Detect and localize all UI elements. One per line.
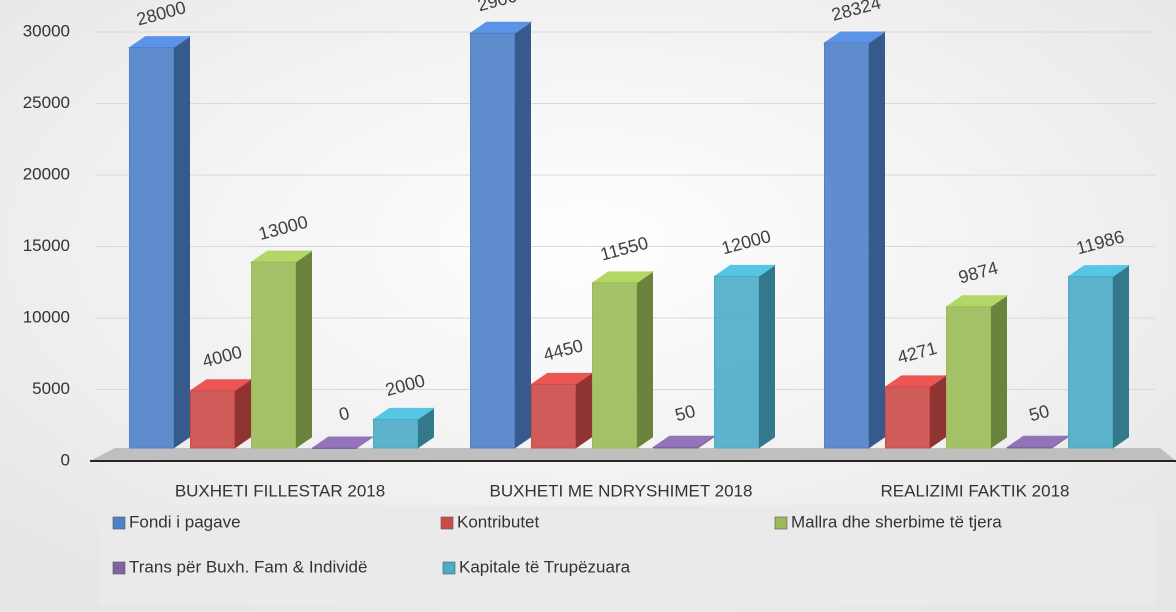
bar-side — [868, 31, 885, 449]
bar-side — [990, 294, 1007, 449]
bar — [373, 418, 418, 449]
bar-group — [249, 250, 314, 449]
bar — [129, 47, 174, 449]
legend-box — [100, 505, 1155, 605]
bar-group — [712, 264, 777, 449]
value-label: 50 — [1027, 401, 1052, 426]
bar-side — [1112, 264, 1129, 449]
bar-group — [1005, 435, 1070, 449]
bar-group — [1066, 264, 1131, 449]
bar-side — [758, 264, 775, 449]
bar-side — [929, 374, 946, 449]
x-tick-label: BUXHETI ME NDRYSHIMET 2018 — [490, 481, 753, 500]
legend-label: Kapitale të Trupëzuara — [459, 557, 631, 576]
floor — [90, 448, 1176, 461]
bar-side — [575, 372, 592, 449]
bar-group — [310, 436, 375, 449]
legend-swatch — [440, 516, 454, 530]
value-label: 0 — [337, 403, 352, 425]
legend-label: Trans për Buxh. Fam & Individë — [129, 557, 367, 576]
legend-swatch — [442, 561, 456, 575]
bar-group — [529, 372, 594, 449]
legend-swatch — [112, 516, 126, 530]
bar-group — [822, 31, 887, 449]
legend-swatch — [774, 516, 788, 530]
y-tick-label: 30000 — [23, 21, 70, 40]
bar — [592, 282, 637, 449]
bar-group — [468, 21, 533, 449]
bar — [946, 306, 991, 449]
bar-group — [883, 374, 948, 449]
y-tick-label: 10000 — [23, 307, 70, 326]
y-tick-label: 25000 — [23, 93, 70, 112]
bar-side — [636, 270, 653, 449]
bar — [1007, 446, 1052, 449]
bar-side — [173, 35, 190, 449]
bar-group — [127, 35, 192, 449]
bar-group — [371, 407, 436, 449]
bar — [824, 42, 869, 449]
legend-swatch — [112, 561, 126, 575]
bar — [470, 32, 515, 449]
legend-label: Mallra dhe sherbime të tjera — [791, 512, 1002, 531]
x-tick-label: BUXHETI FILLESTAR 2018 — [175, 481, 385, 500]
legend-label: Kontributet — [457, 512, 539, 531]
bar-side — [514, 21, 531, 449]
value-label: 50 — [673, 401, 698, 426]
y-tick-label: 0 — [61, 450, 70, 469]
x-tick-label: REALIZIMI FAKTIK 2018 — [881, 481, 1070, 500]
bar-group — [590, 270, 655, 449]
bar — [1068, 276, 1113, 449]
bar — [653, 446, 698, 449]
bar — [531, 383, 576, 449]
y-tick-label: 20000 — [23, 164, 70, 183]
y-tick-label: 5000 — [32, 379, 70, 398]
bar-group — [944, 294, 1009, 449]
bar-group — [651, 435, 716, 449]
bar — [190, 390, 235, 449]
bar — [312, 447, 357, 449]
bar — [885, 386, 930, 449]
legend-label: Fondi i pagave — [129, 512, 241, 531]
bar — [251, 261, 296, 449]
bar-group — [188, 378, 253, 449]
bar-side — [295, 250, 312, 449]
y-tick-label: 15000 — [23, 236, 70, 255]
bar-side — [234, 378, 251, 449]
bar — [714, 275, 759, 449]
